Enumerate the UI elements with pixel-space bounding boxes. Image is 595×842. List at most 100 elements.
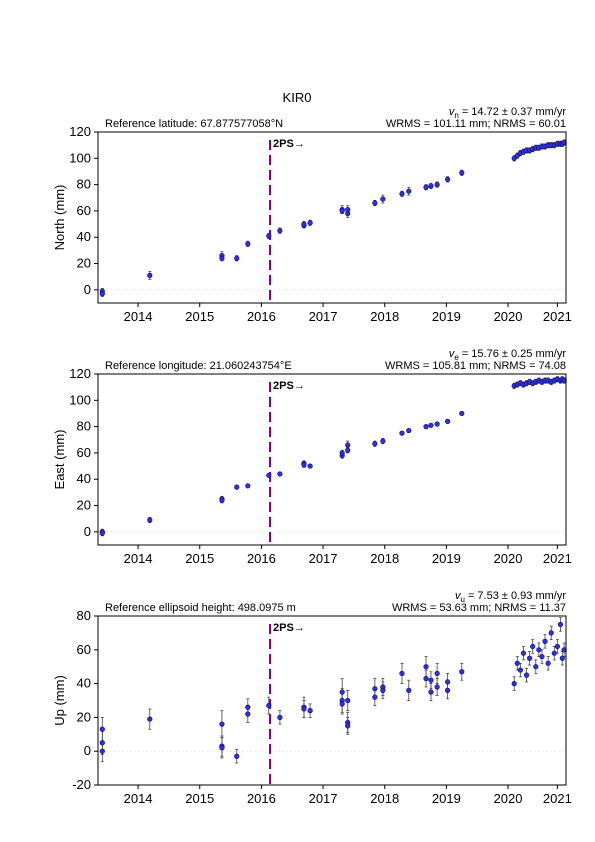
point bbox=[219, 721, 225, 727]
y-tick-label: 20 bbox=[77, 498, 91, 513]
y-tick-label: 120 bbox=[69, 366, 91, 381]
point bbox=[445, 687, 451, 693]
y-tick-label: 0 bbox=[84, 524, 91, 539]
point bbox=[428, 677, 434, 683]
y-tick-label: 0 bbox=[84, 282, 91, 297]
point bbox=[434, 670, 440, 677]
y-tick-label: 0 bbox=[84, 743, 91, 758]
plot-frame bbox=[97, 131, 567, 304]
x-tick-label: 2016 bbox=[247, 309, 276, 324]
point bbox=[542, 638, 548, 644]
x-tick-label: 2018 bbox=[370, 791, 399, 806]
point bbox=[266, 472, 272, 478]
point bbox=[301, 462, 307, 468]
point bbox=[307, 220, 313, 226]
x-tick-label: 2021 bbox=[543, 551, 572, 566]
y-tick-label: 20 bbox=[77, 256, 91, 271]
point bbox=[266, 702, 272, 709]
point bbox=[527, 655, 533, 661]
point bbox=[219, 255, 225, 261]
point bbox=[99, 748, 105, 754]
stats: WRMS = 105.81 mm; NRMS = 74.08 bbox=[385, 360, 566, 372]
point bbox=[277, 228, 283, 234]
y-tick-label: 40 bbox=[77, 676, 91, 691]
point bbox=[301, 706, 307, 712]
y-tick-label: 40 bbox=[77, 471, 91, 486]
stats: WRMS = 101.11 mm; NRMS = 60.01 bbox=[386, 118, 566, 130]
event-label: 2PS→ bbox=[273, 622, 305, 634]
point bbox=[428, 689, 434, 695]
x-tick-label: 2018 bbox=[370, 309, 399, 324]
point bbox=[423, 664, 429, 670]
x-tick-label: 2014 bbox=[124, 309, 153, 324]
x-tick-label: 2015 bbox=[185, 309, 214, 324]
rate-text: vn = 14.72 ± 0.37 mm/yr bbox=[449, 106, 567, 120]
point bbox=[99, 740, 105, 746]
point bbox=[219, 497, 225, 503]
point bbox=[339, 450, 345, 456]
rate-symbol: v bbox=[449, 348, 456, 360]
y-tick-label: 80 bbox=[77, 608, 91, 623]
y-axis-label: North (mm) bbox=[52, 185, 67, 251]
point bbox=[99, 291, 105, 297]
y-tick-label: 80 bbox=[77, 419, 91, 434]
rate-subscript: u bbox=[460, 595, 464, 604]
point bbox=[307, 463, 313, 469]
point bbox=[545, 660, 551, 666]
point bbox=[307, 708, 313, 714]
point bbox=[511, 680, 517, 687]
y-tick-label: 40 bbox=[77, 229, 91, 244]
stats: WRMS = 53.63 mm; NRMS = 11.37 bbox=[392, 602, 566, 614]
y-tick-label: 60 bbox=[77, 445, 91, 460]
y-tick-label: 80 bbox=[77, 177, 91, 192]
point bbox=[345, 447, 351, 453]
point bbox=[301, 221, 307, 227]
point bbox=[406, 687, 412, 693]
event-label: 2PS→ bbox=[273, 138, 305, 150]
point bbox=[380, 196, 386, 202]
point bbox=[554, 643, 560, 650]
x-tick-label: 2017 bbox=[309, 551, 338, 566]
x-tick-label: 2021 bbox=[543, 309, 572, 324]
reference: Reference longitude: 21.060243754°E bbox=[105, 360, 292, 372]
point bbox=[536, 647, 542, 653]
x-tick-label: 2019 bbox=[432, 791, 461, 806]
point bbox=[147, 716, 153, 722]
rate-value: = 14.72 ± 0.37 mm/yr bbox=[459, 106, 567, 118]
y-tick-label: 120 bbox=[69, 124, 91, 139]
point bbox=[459, 170, 465, 176]
chart-title: KIR0 bbox=[283, 90, 312, 105]
rate-value: = 15.76 ± 0.25 mm/yr bbox=[459, 348, 567, 360]
point bbox=[551, 650, 557, 656]
point bbox=[530, 643, 536, 650]
point bbox=[517, 667, 523, 673]
x-tick-label: 2019 bbox=[432, 309, 461, 324]
point bbox=[423, 675, 429, 682]
point bbox=[445, 679, 451, 685]
point bbox=[428, 183, 434, 189]
reference: Reference latitude: 67.877577058°N bbox=[105, 118, 283, 130]
x-tick-label: 2016 bbox=[247, 791, 276, 806]
x-tick-label: 2018 bbox=[370, 551, 399, 566]
point bbox=[399, 191, 405, 197]
point bbox=[423, 184, 429, 190]
point bbox=[399, 670, 405, 677]
x-tick-label: 2020 bbox=[494, 551, 523, 566]
x-tick-label: 2017 bbox=[309, 791, 338, 806]
point bbox=[399, 430, 405, 436]
x-tick-label: 2015 bbox=[185, 551, 214, 566]
point bbox=[406, 427, 412, 434]
point bbox=[277, 471, 283, 477]
point bbox=[459, 669, 465, 675]
x-tick-label: 2020 bbox=[494, 309, 523, 324]
rate-subscript: e bbox=[454, 353, 459, 362]
y-tick-label: 100 bbox=[69, 392, 91, 407]
x-tick-label: 2020 bbox=[494, 791, 523, 806]
point bbox=[459, 410, 465, 417]
point bbox=[520, 650, 527, 656]
point bbox=[380, 438, 386, 444]
point bbox=[234, 484, 240, 490]
point bbox=[219, 745, 225, 751]
rate-text: vu = 7.53 ± 0.93 mm/yr bbox=[455, 590, 566, 604]
